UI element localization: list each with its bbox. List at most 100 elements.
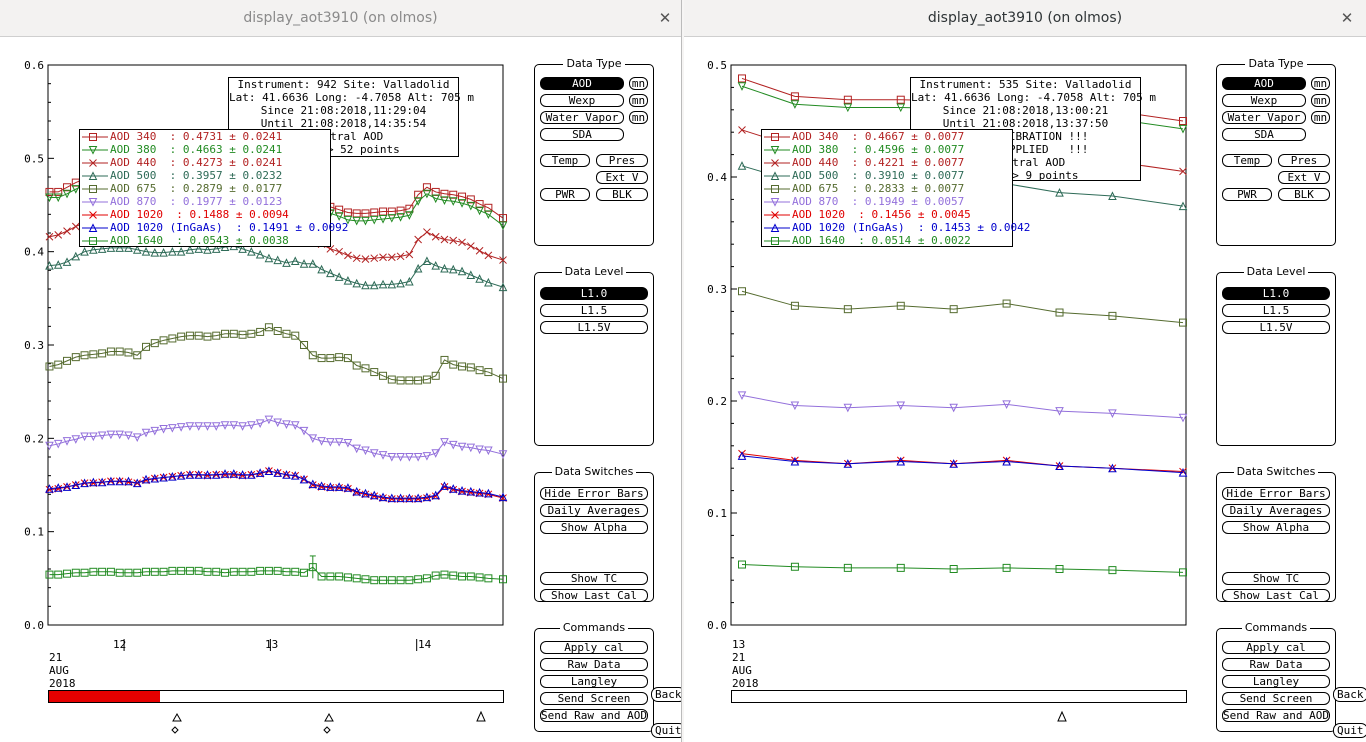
data-point	[308, 351, 317, 360]
data-point	[498, 492, 508, 502]
show-alpha-button[interactable]: Show Alpha	[540, 521, 648, 534]
data-point	[71, 435, 81, 444]
pres-button[interactable]: Pres	[1278, 154, 1330, 167]
data-point	[247, 421, 256, 430]
data-point	[194, 244, 204, 253]
apply-cal-button[interactable]: Apply cal	[540, 641, 648, 654]
data-point	[150, 247, 160, 257]
aod-button[interactable]: AOD	[540, 77, 624, 90]
data-point	[1179, 318, 1187, 327]
pres-button[interactable]: Pres	[596, 154, 648, 167]
daily-averages-button[interactable]: Daily Averages	[1222, 504, 1330, 517]
raw-data-button[interactable]: Raw Data	[1222, 658, 1330, 671]
pwr-button[interactable]: PWR	[1222, 188, 1272, 201]
right-date-day: 21	[732, 651, 746, 664]
data-point	[379, 371, 388, 380]
langley-button[interactable]: Langley	[540, 675, 648, 688]
legend-entry: AOD 1020 : 0.1488 ± 0.0094	[80, 208, 330, 221]
data-point	[458, 572, 467, 581]
mn-button[interactable]: mn	[629, 111, 648, 124]
quit-button[interactable]: Quit	[651, 723, 681, 738]
send-raw-and-aod-button[interactable]: Send Raw and AOD	[1222, 709, 1330, 722]
wexp-button[interactable]: Wexp	[540, 94, 624, 107]
apply-cal-button[interactable]: Apply cal	[1222, 641, 1330, 654]
data-point	[396, 252, 405, 261]
data-point	[466, 443, 476, 453]
mn-button[interactable]: mn	[1311, 111, 1330, 124]
l1-5-button[interactable]: L1.5	[1222, 304, 1330, 317]
right-date-hour: 13	[732, 638, 746, 651]
mn-button[interactable]: mn	[1311, 94, 1330, 107]
slider-marker-icon[interactable]	[323, 712, 334, 734]
legend-label: AOD 870 : 0.1949 ± 0.0057	[792, 195, 965, 208]
sda-button[interactable]: SDA	[1222, 128, 1306, 141]
right-titlebar[interactable]: display_aot3910 (on olmos) ✕	[684, 0, 1366, 37]
mn-button[interactable]: mn	[629, 94, 648, 107]
legend-entry: AOD 440 : 0.4221 ± 0.0077	[762, 156, 1012, 169]
legend-label: AOD 1020 (InGaAs) : 0.1453 ± 0.0042	[792, 221, 1031, 234]
data-point	[790, 401, 800, 411]
aod-button[interactable]: AOD	[1222, 77, 1306, 90]
mn-button[interactable]: mn	[629, 77, 648, 90]
data-point	[115, 430, 124, 440]
send-raw-and-aod-button[interactable]: Send Raw and AOD	[540, 709, 648, 722]
legend-swatch	[764, 237, 790, 245]
blk-button[interactable]: BLK	[596, 188, 648, 201]
quit-button[interactable]: Quit	[1333, 723, 1366, 738]
temp-button[interactable]: Temp	[1222, 154, 1272, 167]
right-close-icon[interactable]: ✕	[1340, 9, 1354, 27]
slider-marker-icon[interactable]	[171, 712, 182, 734]
y-tick-label: 0.0	[707, 619, 727, 632]
hide-error-bars-button[interactable]: Hide Error Bars	[1222, 487, 1330, 500]
right-date-slider[interactable]	[731, 690, 1187, 703]
slider-marker-icon[interactable]	[476, 710, 486, 722]
left-date-slider[interactable]	[48, 690, 504, 703]
left-titlebar[interactable]: display_aot3910 (on olmos) ✕	[0, 0, 681, 37]
left-close-icon[interactable]: ✕	[658, 9, 672, 27]
data-point	[737, 391, 747, 401]
temp-button[interactable]: Temp	[540, 154, 590, 167]
ext-v-button[interactable]: Ext V	[1278, 171, 1330, 184]
hide-error-bars-button[interactable]: Hide Error Bars	[540, 487, 648, 500]
l1-0-button[interactable]: L1.0	[1222, 287, 1330, 300]
data-point	[133, 351, 142, 360]
l1-5v-button[interactable]: L1.5V	[1222, 321, 1330, 334]
show-tc-button[interactable]: Show TC	[1222, 572, 1330, 585]
left-info-box: Instrument: 942 Site: Valladolid Lat: 41.…	[228, 77, 474, 157]
show-last-cal-button[interactable]: Show Last Cal	[540, 589, 648, 602]
wexp-button[interactable]: Wexp	[1222, 94, 1306, 107]
water-vapor-button[interactable]: Water Vapor	[540, 111, 624, 124]
mn-button[interactable]: mn	[1311, 77, 1330, 90]
show-tc-button[interactable]: Show TC	[540, 572, 648, 585]
send-screen-button[interactable]: Send Screen	[1222, 692, 1330, 705]
legend-marker	[89, 133, 97, 141]
data-point	[45, 261, 54, 270]
l1-5v-button[interactable]: L1.5V	[540, 321, 648, 334]
show-last-cal-button[interactable]: Show Last Cal	[1222, 589, 1330, 602]
show-alpha-button[interactable]: Show Alpha	[1222, 521, 1330, 534]
data-point	[440, 570, 449, 579]
langley-button[interactable]: Langley	[1222, 675, 1330, 688]
data-point	[423, 228, 431, 236]
water-vapor-button[interactable]: Water Vapor	[1222, 111, 1306, 124]
data-point	[124, 568, 133, 577]
pwr-button[interactable]: PWR	[540, 188, 590, 201]
l1-0-button[interactable]: L1.0	[540, 287, 648, 300]
slider-marker-icon[interactable]	[1057, 710, 1067, 722]
sda-button[interactable]: SDA	[540, 128, 624, 141]
blk-button[interactable]: BLK	[1278, 188, 1330, 201]
data-point	[229, 329, 238, 338]
back-button[interactable]: Back	[651, 687, 681, 702]
raw-data-button[interactable]: Raw Data	[540, 658, 648, 671]
data-point	[53, 439, 63, 449]
send-screen-button[interactable]: Send Screen	[540, 692, 648, 705]
data-point	[422, 375, 431, 384]
data-point	[159, 567, 168, 576]
legend-entry: AOD 380 : 0.4596 ± 0.0077	[762, 143, 1012, 156]
ext-v-button[interactable]: Ext V	[596, 171, 648, 184]
l1-5-button[interactable]: L1.5	[540, 304, 648, 317]
data-point	[352, 278, 362, 288]
back-button[interactable]: Back	[1333, 687, 1366, 702]
daily-averages-button[interactable]: Daily Averages	[540, 504, 648, 517]
data-point	[449, 236, 458, 245]
